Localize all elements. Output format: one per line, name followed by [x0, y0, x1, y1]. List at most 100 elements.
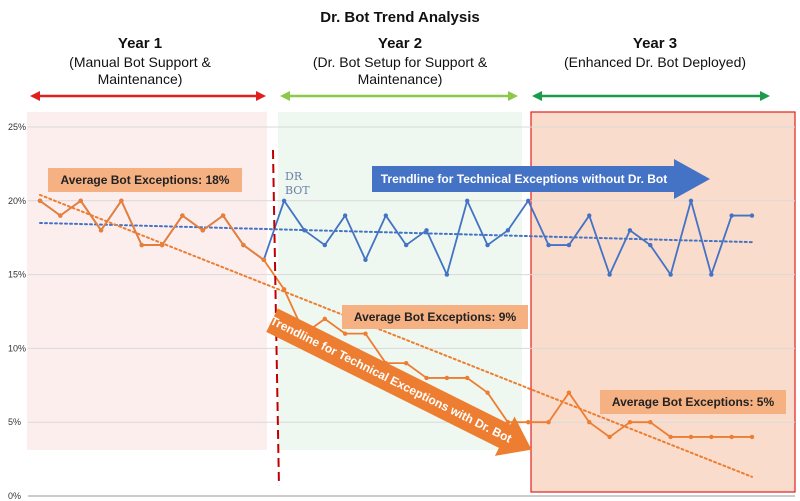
y-tick-label-3: 15%: [8, 270, 26, 280]
series-1-point-34: [729, 213, 734, 218]
series-2-point-9: [220, 213, 226, 218]
series-1-point-12: [281, 198, 287, 203]
series-2-point-3: [98, 228, 104, 233]
period-bg-1: [27, 112, 267, 450]
series-1-point-31: [668, 272, 673, 277]
series-2: [37, 198, 755, 440]
series-1-point-16: [363, 257, 368, 263]
series-2-point-18: [403, 360, 409, 366]
average-label-year-2: Average Bot Exceptions: 9%: [342, 305, 528, 329]
series-1-point-17: [383, 213, 389, 218]
series-1-point-29: [627, 228, 633, 233]
period-span-arrow-1: [30, 91, 266, 101]
series-2-point-16: [363, 331, 368, 336]
series-1-point-13: [302, 228, 307, 233]
period-span-arrow-3-head-left: [532, 91, 542, 101]
series-2-point-6: [159, 242, 165, 248]
y-tick-label-1: 5%: [8, 417, 21, 427]
series-2-point-32: [688, 434, 694, 440]
average-label-year-3: Average Bot Exceptions: 5%: [600, 390, 786, 414]
series-2-point-31: [668, 434, 673, 440]
period-subtitle-year-2-line-1: (Dr. Bot Setup for Support &: [313, 54, 488, 70]
series-1-point-14: [322, 242, 327, 248]
y-tick-label-0: 0%: [8, 491, 21, 501]
series-2-point-28: [607, 434, 612, 440]
series-2-point-1: [58, 213, 63, 218]
series-2-point-30: [648, 420, 653, 425]
average-label-year-3-text: Average Bot Exceptions: 5%: [612, 395, 775, 409]
series-1-point-25: [546, 242, 551, 248]
series-1-point-28: [607, 272, 612, 277]
average-label-year-1: Average Bot Exceptions: 18%: [48, 168, 242, 192]
series-2-point-12: [281, 287, 287, 292]
period-span-arrow-1-head-right: [256, 91, 266, 101]
period-span-arrow-3: [532, 91, 770, 101]
average-label-year-1-text: Average Bot Exceptions: 18%: [61, 173, 230, 187]
period-title-year-1: Year 1: [118, 35, 162, 52]
series-2-point-19: [424, 375, 429, 381]
series-1-point-32: [688, 198, 694, 203]
y-tick-label-2: 10%: [8, 343, 26, 353]
period-span-arrow-2: [280, 91, 518, 101]
series-2-point-34: [729, 434, 734, 440]
period-bg-2: [278, 112, 522, 450]
period-span-arrow-3-head-right: [760, 91, 770, 101]
period-span-arrows: [30, 91, 770, 101]
series-1-point-19: [424, 228, 429, 233]
gridlines: [28, 126, 795, 497]
dr-bot-logo-line-2: BOT: [285, 184, 310, 197]
period-title-year-2: Year 2: [378, 35, 422, 52]
series-1-point-15: [342, 213, 348, 218]
series-2-point-26: [566, 390, 572, 395]
y-tick-label-4: 20%: [8, 196, 26, 206]
dr-bot-logo-line-1: DR: [285, 170, 303, 183]
trendlines: [39, 193, 753, 478]
period-subtitle-year-2-line-2: Maintenance): [358, 71, 443, 87]
series-2-point-20: [444, 375, 450, 381]
series-lines: [37, 198, 755, 440]
series-2-point-7: [180, 213, 185, 218]
period-subtitle-year-1-line-1: (Manual Bot Support &: [69, 54, 211, 70]
y-tick-label-5: 25%: [8, 122, 26, 132]
average-label-year-2-text: Average Bot Exceptions: 9%: [354, 310, 517, 324]
chart-title: Dr. Bot Trend Analysis: [320, 9, 480, 26]
series-2-point-0: [37, 198, 43, 203]
series-2-point-14: [322, 316, 327, 322]
series-2-point-29: [627, 420, 633, 425]
period-span-arrow-1-head-left: [30, 91, 40, 101]
series-2-point-10: [241, 242, 246, 248]
dr-bot-logo: DR BOT: [285, 170, 310, 197]
trendline-2: [39, 193, 753, 478]
series-2-point-35: [749, 434, 755, 440]
series-1-point-26: [566, 242, 572, 248]
series-2-point-8: [200, 228, 205, 233]
series-1-point-20: [444, 272, 450, 277]
series-2-point-15: [342, 331, 348, 336]
period-headers: Year 1 (Manual Bot Support & Maintenance…: [69, 35, 746, 87]
series-1-point-27: [587, 213, 592, 218]
period-title-year-3: Year 3: [633, 35, 677, 52]
series-1-point-23: [505, 228, 511, 233]
period-subtitle-year-3-line-1: (Enhanced Dr. Bot Deployed): [564, 54, 746, 70]
series-2-point-11: [261, 257, 266, 263]
y-axis-ticks: 0% 5% 10% 15% 20% 25%: [8, 122, 26, 501]
trendline-1: [39, 221, 753, 244]
series-1-point-33: [709, 272, 714, 277]
series-1-point-22: [485, 242, 490, 248]
trend-arrow-without-dr-bot: Trendline for Technical Exceptions witho…: [372, 159, 710, 199]
series-2-point-22: [485, 390, 490, 395]
series-1-point-30: [648, 242, 653, 248]
series-2-line: [39, 199, 752, 438]
series-1-point-24: [526, 198, 531, 203]
series-2-point-4: [119, 198, 124, 203]
series-1-point-18: [403, 242, 409, 248]
trend-arrow-without-dr-bot-shape: [372, 159, 710, 199]
average-label-year-2-box: [342, 305, 528, 329]
period-span-arrow-2-head-left: [280, 91, 290, 101]
series-2-point-2: [78, 198, 83, 203]
period-subtitle-year-1-line-2: Maintenance): [98, 71, 183, 87]
series-2-point-5: [139, 242, 144, 248]
series-2-point-27: [587, 420, 592, 425]
trend-arrow-without-dr-bot-text: Trendline for Technical Exceptions witho…: [381, 172, 667, 186]
